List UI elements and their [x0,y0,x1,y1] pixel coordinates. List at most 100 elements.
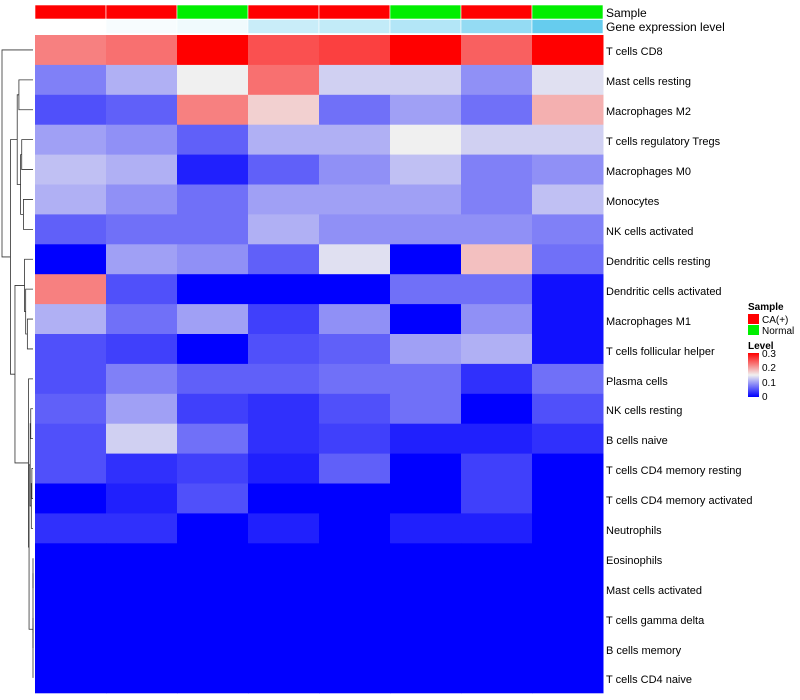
row-label: Macrophages M1 [606,316,691,328]
heatmap-cell [35,573,107,604]
heatmap-cell [390,633,462,664]
heatmap-cell [248,274,320,305]
heatmap-cell [106,513,178,544]
row-label: B cells memory [606,645,682,657]
heatmap-cell [35,513,107,544]
sample-annotation-cell [460,4,533,20]
legend-label-normal: Normal [762,326,794,337]
heatmap-cell [248,453,320,484]
heatmap-cell [319,124,391,156]
heatmap-cell [35,603,107,634]
row-label: Mast cells resting [606,76,691,88]
heatmap-cell [461,304,533,335]
heatmap-cell [177,35,249,66]
heatmap-cell [106,304,178,335]
heatmap-cell [532,363,604,395]
sample-annotation-cell [105,4,178,20]
sample-annotation-cell [389,4,462,20]
heatmap-cell [106,393,178,425]
heatmap-cell [248,94,320,126]
heatmap-cell [248,334,320,365]
heatmap-cell [35,184,107,215]
heatmap-cell [532,423,604,455]
row-label: Eosinophils [606,555,663,567]
heatmap-cell [390,244,462,275]
heatmap-cell [35,334,107,365]
heatmap-cell [461,453,533,484]
heatmap-cell [106,94,178,126]
heatmap-cell [35,64,107,96]
heatmap-cell [390,483,462,514]
heatmap-cell [319,94,391,126]
heatmap-cell [461,124,533,156]
heatmap-cell [319,543,391,574]
heatmap-cell [35,244,107,275]
heatmap-cell [248,543,320,574]
heatmap-cell [106,603,178,634]
heatmap-cell [532,124,604,156]
heatmap-cell [177,304,249,335]
sample-annotation-cell [247,4,320,20]
heatmap-cell [248,513,320,544]
heatmap-cell [532,483,604,514]
heatmap-cell [319,603,391,634]
heatmap-cell [177,662,249,694]
heatmap-cell [35,543,107,574]
heatmap-cell [461,334,533,365]
heatmap-cell [461,633,533,664]
heatmap-cell [248,573,320,604]
heatmap-cell [532,513,604,544]
heatmap-cell [390,35,462,66]
heatmap-cell [532,662,604,694]
row-label: T cells regulatory Tregs [606,136,721,148]
heatmap-cell [35,393,107,425]
heatmap-cell [106,154,178,185]
heatmap-cell [248,662,320,694]
heatmap-cell [106,35,178,66]
sample-legend-title: Sample [748,302,784,313]
heatmap-cell [319,573,391,604]
heatmap-cell [532,393,604,425]
sample-annotation-cell [34,4,107,20]
heatmap-cell [106,573,178,604]
heatmap-cell [248,363,320,395]
heatmap-cell [248,214,320,245]
heatmap-cell [532,304,604,335]
heatmap-cell [390,603,462,634]
heatmap-cell [319,35,391,66]
heatmap-cell [106,124,178,156]
heatmap-cell [35,274,107,305]
dendrogram-branch [30,483,33,529]
heatmap-cell [177,124,249,156]
heatmap-cell [319,154,391,185]
legend-label-ca: CA(+) [762,315,788,326]
heatmap-cell [248,244,320,275]
heatmap-cell [532,184,604,215]
row-label: Macrophages M0 [606,166,691,178]
row-label: T cells gamma delta [606,615,705,627]
sample-annotation-cell [176,4,249,20]
row-labels: T cells CD8 Mast cells resting Macrophag… [606,46,753,686]
dendrogram-branch [31,468,33,499]
heatmap-cell [390,94,462,126]
heatmap-cell [319,334,391,365]
dendrogram-branch [1,49,33,258]
level-legend-title: Level [748,341,774,352]
heatmap-cell [319,244,391,275]
heatmap-cell [248,423,320,455]
heatmap-cell [390,304,462,335]
heatmap-cell [106,423,178,455]
heatmap-cell [177,483,249,514]
heatmap-cell [248,35,320,66]
row-label: Mast cells activated [606,585,702,597]
row-label: NK cells resting [606,405,682,417]
heatmap-cell [319,662,391,694]
row-label: NK cells activated [606,226,693,238]
dendrogram-branch [16,94,21,185]
level-tick-label: 0 [762,392,768,403]
heatmap-cell [532,453,604,484]
heatmap-cell [106,64,178,96]
heatmap-cell [248,154,320,185]
level-tick-label: 0.2 [762,363,776,374]
heatmap-cell [461,483,533,514]
